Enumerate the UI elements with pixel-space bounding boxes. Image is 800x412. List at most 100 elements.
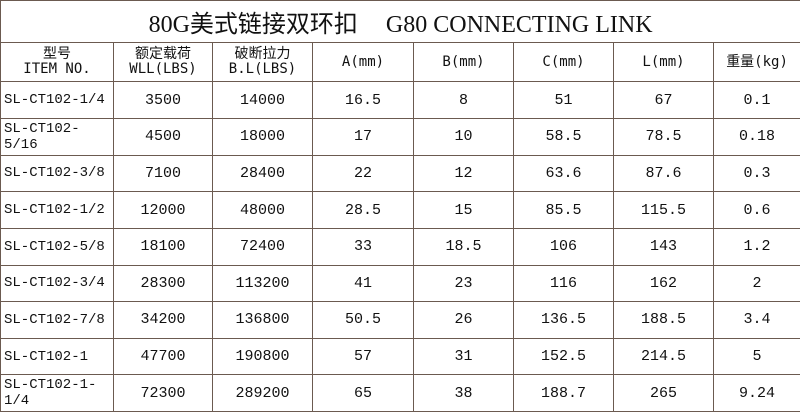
table-cell: 265	[613, 374, 714, 412]
table-cell: 10	[413, 118, 514, 156]
table-cell: 17	[312, 118, 414, 156]
table-cell: 18000	[212, 118, 313, 156]
table-cell: 15	[413, 191, 514, 229]
table-cell: SL-CT102-1/4	[0, 81, 114, 119]
table-cell: 2	[712, 264, 800, 303]
header-line1: 重量(kg)	[726, 53, 788, 70]
table-cell: 22	[312, 154, 414, 193]
table-cell: 0.1	[712, 81, 800, 119]
table-cell: 12	[413, 154, 514, 193]
table-cell: 190800	[212, 337, 313, 376]
table-cell: 26	[413, 301, 514, 339]
table-cell: SL-CT102-3/4	[0, 264, 114, 303]
table-cell: 162	[613, 264, 714, 303]
header-line1: B(mm)	[442, 53, 485, 70]
table-cell: 85.5	[513, 191, 614, 229]
table-cell: 28400	[212, 154, 313, 193]
header-line1: 额定载荷	[135, 46, 191, 63]
header-line1: 型号	[43, 46, 71, 63]
table-cell: 136800	[212, 301, 313, 339]
column-header: A(mm)	[312, 41, 414, 83]
table-row: SL-CT102-1 47700 190800 57 31 152.5 214.5 5	[0, 337, 800, 376]
table-cell: 65	[312, 374, 414, 412]
table-row: SL-CT102-7/8 34200 136800 50.5 26 136.5 188.5 3…	[0, 301, 800, 339]
table-body: SL-CT102-1/4 3500 14000 16.5 8 51 67 0.1 SL-CT10…	[0, 81, 800, 412]
header-line1: C(mm)	[542, 53, 585, 70]
table-cell: SL-CT102-1	[0, 337, 114, 376]
table-cell: 289200	[212, 374, 313, 412]
table-cell: 143	[613, 227, 714, 266]
table-cell: 116	[513, 264, 614, 303]
column-header: 破断拉力 B.L(LBS)	[212, 41, 313, 83]
table-cell: 41	[312, 264, 414, 303]
table-cell: 0.3	[712, 154, 800, 193]
table-cell: 136.5	[513, 301, 614, 339]
table-cell: 58.5	[513, 118, 614, 156]
column-header: 重量(kg)	[712, 41, 800, 83]
column-header: L(mm)	[613, 41, 714, 83]
table-row: SL-CT102-3/4 28300 113200 41 23 116 162 2	[0, 264, 800, 303]
table-cell: 214.5	[613, 337, 714, 376]
table-cell: 1.2	[712, 227, 800, 266]
table-title: 80G美式链接双环扣 G80 CONNECTING LINK	[0, 0, 800, 43]
column-header: C(mm)	[513, 41, 614, 83]
column-header: B(mm)	[413, 41, 514, 83]
title-cn: 80G美式链接双环扣	[148, 11, 358, 38]
table-cell: 3500	[113, 81, 213, 119]
column-header: 额定载荷 WLL(LBS)	[113, 41, 213, 83]
table-cell: 18100	[113, 227, 213, 266]
table-cell: 63.6	[513, 154, 614, 193]
table-cell: SL-CT102-7/8	[0, 301, 114, 339]
table-cell: 188.7	[513, 374, 614, 412]
table-cell: 14000	[212, 81, 313, 119]
table-cell: 48000	[212, 191, 313, 229]
table-cell: 16.5	[312, 81, 414, 119]
header-line1: L(mm)	[642, 53, 685, 70]
table-cell: 78.5	[613, 118, 714, 156]
table-cell: SL-CT102-5/16	[0, 118, 114, 156]
table-cell: 67	[613, 81, 714, 119]
title-en: G80 CONNECTING LINK	[385, 11, 653, 38]
table-cell: SL-CT102-1/2	[0, 191, 114, 229]
table-cell: 18.5	[413, 227, 514, 266]
header-line2: B.L(LBS)	[228, 61, 297, 78]
table-row: SL-CT102-5/16 4500 18000 17 10 58.5 78.5 0.18	[0, 118, 800, 156]
table-cell: 12000	[113, 191, 213, 229]
table-cell: 72400	[212, 227, 313, 266]
header-line1: A(mm)	[341, 53, 385, 70]
table-cell: 115.5	[613, 191, 714, 229]
column-header: 型号 ITEM NO.	[0, 41, 114, 83]
table-cell: 72300	[113, 374, 213, 412]
header-row: 型号 ITEM NO. 额定载荷 WLL(LBS) 破断拉力 B.L(LBS) A(mm) B…	[0, 41, 800, 83]
table-cell: 106	[513, 227, 614, 266]
table-cell: 31	[413, 337, 514, 376]
table-cell: 51	[513, 81, 614, 119]
table-cell: 87.6	[613, 154, 714, 193]
table-cell: SL-CT102-1-1/4	[0, 374, 114, 412]
table-cell: SL-CT102-3/8	[0, 154, 114, 193]
table-row: SL-CT102-1/2 12000 48000 28.5 15 85.5 115.5 0.6	[0, 191, 800, 229]
table-cell: 188.5	[613, 301, 714, 339]
table-row: SL-CT102-1-1/4 72300 289200 65 38 188.7 265 9.2…	[0, 374, 800, 412]
table-cell: 23	[413, 264, 514, 303]
table-cell: 9.24	[712, 374, 800, 412]
table-cell: 0.18	[712, 118, 800, 156]
table-cell: 28300	[113, 264, 213, 303]
table-row: SL-CT102-1/4 3500 14000 16.5 8 51 67 0.1	[0, 81, 800, 119]
table-cell: 57	[312, 337, 414, 376]
table-cell: 0.6	[712, 191, 800, 229]
table-cell: 28.5	[312, 191, 414, 229]
header-line2: ITEM NO.	[23, 61, 91, 78]
table-cell: 3.4	[712, 301, 800, 339]
table-cell: 4500	[113, 118, 213, 156]
table-row: SL-CT102-3/8 7100 28400 22 12 63.6 87.6 0.3	[0, 154, 800, 193]
table-cell: 34200	[113, 301, 213, 339]
table-cell: SL-CT102-5/8	[0, 227, 114, 266]
table-row: SL-CT102-5/8 18100 72400 33 18.5 106 143 1.2	[0, 227, 800, 266]
header-line2: WLL(LBS)	[129, 61, 197, 78]
table-cell: 113200	[212, 264, 313, 303]
table-cell: 152.5	[513, 337, 614, 376]
table-cell: 33	[312, 227, 414, 266]
table-cell: 5	[712, 337, 800, 376]
